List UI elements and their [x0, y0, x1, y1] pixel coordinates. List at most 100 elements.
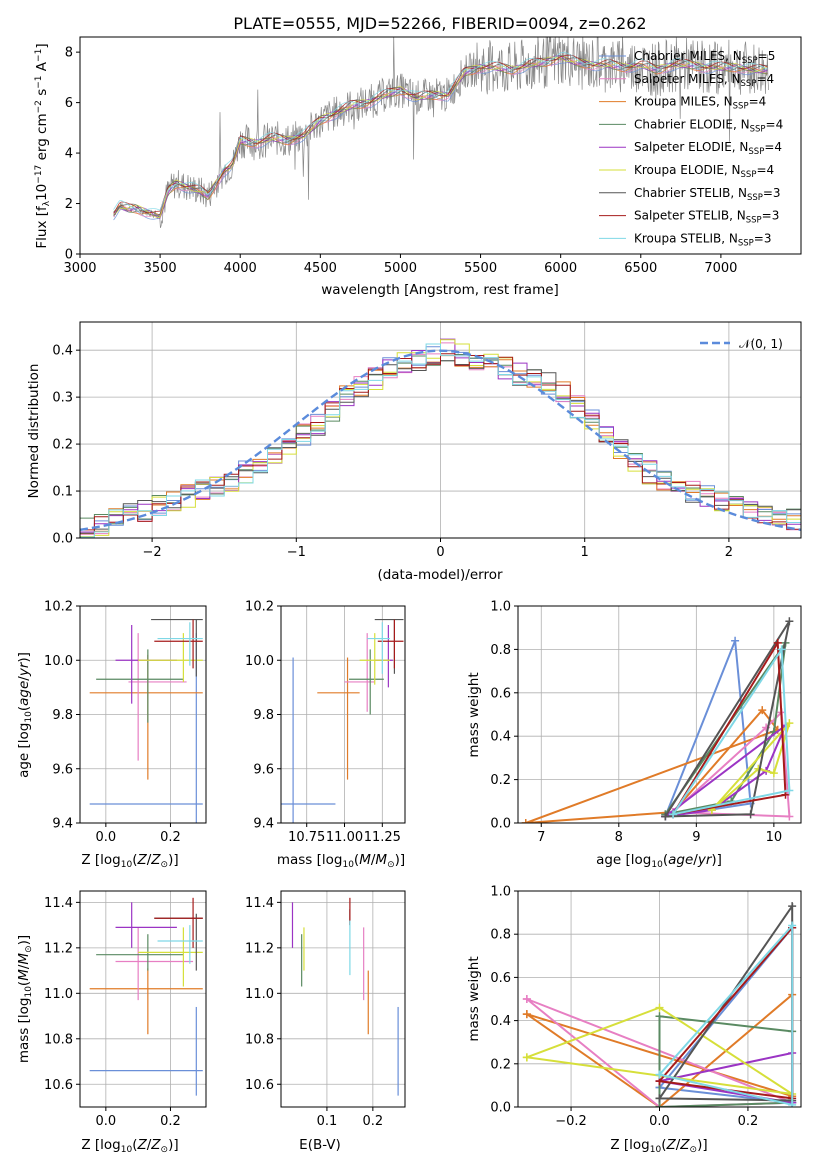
histogram-step [80, 353, 801, 531]
legend-label: Chabrier STELIB, NSSP=3 [634, 186, 781, 203]
weight-marker [746, 810, 755, 819]
legend-label: Salpeter MILES, NSSP=4 [634, 72, 774, 89]
weight-marker [669, 810, 678, 819]
y-tick-label: 11.4 [245, 896, 274, 911]
x-tick-label: 0 [436, 545, 444, 560]
weight-marker [522, 1053, 531, 1062]
weight-plot-area [522, 902, 797, 1107]
axes-frame [517, 890, 802, 1108]
legend-label: Kroupa MILES, NSSP=4 [634, 95, 766, 112]
y-tick-label: 10.0 [245, 654, 274, 669]
x-tick-label: 5000 [384, 261, 417, 276]
x-tick-label: 7 [537, 830, 545, 845]
y-tick-label: 0.8 [490, 643, 511, 658]
age-vs-metallicity-panel: 0.0 0.2 9.4 9.6 9.8 10.0 10.2 [44, 600, 207, 845]
y-tick-label: 11.0 [44, 987, 73, 1002]
wZ-xlabel: Z [log10(Z/Z⊙)] [610, 1137, 707, 1155]
weight-line [664, 620, 791, 818]
y-tick-label: 0.6 [490, 971, 511, 986]
y-tick-label: 0.2 [52, 438, 73, 453]
ageM-xlabel: mass [log10(M/M⊙)] [277, 852, 405, 870]
weight-line [658, 922, 794, 1107]
legend-label: Kroupa ELODIE, NSSP=4 [634, 163, 774, 180]
legend-label: Chabrier MILES, NSSP=5 [634, 49, 775, 66]
model-spectrum-line [113, 52, 768, 211]
model-spectrum-line [113, 58, 768, 218]
y-tick-label: 11.0 [245, 987, 274, 1002]
y-tick-label: 0.2 [490, 1057, 511, 1072]
x-tick-label: −1 [287, 545, 306, 560]
y-tick-label: 0 [65, 248, 73, 263]
weight-marker [785, 812, 794, 821]
y-tick-label: 6 [65, 96, 73, 111]
x-tick-label: 0.0 [649, 1114, 670, 1129]
wA-ylabel: mass weight [466, 672, 482, 757]
wA-xlabel: age [log10(age/yr)] [596, 852, 722, 870]
residuals-xlabel: (data-model)/error [377, 567, 503, 583]
y-tick-label: 9.8 [253, 708, 274, 723]
x-tick-label: −0.2 [555, 1114, 587, 1129]
y-tick-label: 0.0 [490, 817, 511, 832]
x-tick-label: 4000 [224, 261, 257, 276]
x-tick-label: 3000 [63, 261, 96, 276]
axes-frame [280, 890, 406, 1108]
x-tick-label: 0.1 [317, 1114, 338, 1129]
model-spectrum-line [113, 61, 768, 221]
x-tick-label: 5500 [464, 261, 497, 276]
weight-line [658, 925, 794, 1100]
y-tick-label: 9.4 [253, 817, 274, 832]
weight-marker [785, 786, 794, 795]
y-tick-label: 4 [65, 147, 73, 162]
y-tick-label: 0.6 [490, 686, 511, 701]
y-tick-label: 0.3 [52, 391, 73, 406]
weight-marker [655, 1094, 664, 1103]
y-tick-label: 2 [65, 197, 73, 212]
mZ-ylabel: mass [log10(M/M⊙)] [16, 935, 34, 1063]
y-tick-label: 1.0 [490, 600, 511, 615]
weight-marker [773, 638, 782, 647]
axes-frame [79, 36, 802, 255]
y-tick-label: 11.4 [44, 896, 73, 911]
y-tick-label: 0.2 [490, 773, 511, 788]
x-tick-label: 0.2 [738, 1114, 759, 1129]
x-tick-label: 0.0 [96, 830, 117, 845]
legend-label: Salpeter STELIB, NSSP=3 [634, 209, 779, 226]
x-tick-label: 6500 [624, 261, 657, 276]
y-tick-label: 0.4 [490, 730, 511, 745]
x-tick-label: 0.2 [160, 830, 181, 845]
weight-marker [785, 617, 794, 626]
legend-label: Chabrier ELODIE, NSSP=4 [634, 117, 783, 134]
histogram-area [80, 338, 801, 538]
weight-marker [731, 636, 740, 645]
axes-frame [517, 605, 802, 824]
weight-marker [655, 1012, 664, 1021]
x-tick-label: 7000 [704, 261, 737, 276]
x-tick-label: 0.0 [96, 1114, 117, 1129]
y-tick-label: 9.6 [253, 762, 274, 777]
legend-label: Kroupa STELIB, NSSP=3 [634, 231, 772, 248]
weight-marker [788, 921, 797, 930]
y-tick-label: 11.2 [44, 941, 73, 956]
weight-line [672, 646, 791, 816]
axes-frame [79, 605, 207, 824]
y-tick-label: 10.0 [44, 654, 73, 669]
spectrum-panel: 3000 3500 4000 4500 5000 5500 6000 6500 7000 0 2 4 6… [63, 36, 802, 276]
weight-marker [655, 1003, 664, 1012]
weight-marker [655, 1070, 664, 1079]
wZ-ylabel: mass weight [466, 956, 482, 1041]
x-tick-label: 0.2 [363, 1114, 384, 1129]
weight-marker [769, 769, 778, 778]
weight-vs-metallicity-panel: −0.2 0.0 0.2 0.0 0.2 0.4 0.6 0.8 1.0 [490, 885, 802, 1129]
weight-vs-age-panel: 7 8 9 10 0.0 0.2 0.4 0.6 0.8 1.0 [490, 600, 802, 845]
x-tick-label: 11.25 [364, 830, 401, 845]
ageZ-ylabel: age [log10(age/yr)] [16, 652, 34, 778]
y-tick-label: 0.4 [490, 1014, 511, 1029]
mZ-xlabel: Z [log10(Z/Z⊙)] [81, 1137, 178, 1155]
x-tick-label: 10.75 [288, 830, 325, 845]
y-tick-label: 0.0 [490, 1101, 511, 1116]
y-tick-label: 10.6 [44, 1078, 73, 1093]
axes-frame [280, 605, 406, 824]
x-tick-label: 11.00 [326, 830, 363, 845]
y-tick-label: 0.8 [490, 928, 511, 943]
